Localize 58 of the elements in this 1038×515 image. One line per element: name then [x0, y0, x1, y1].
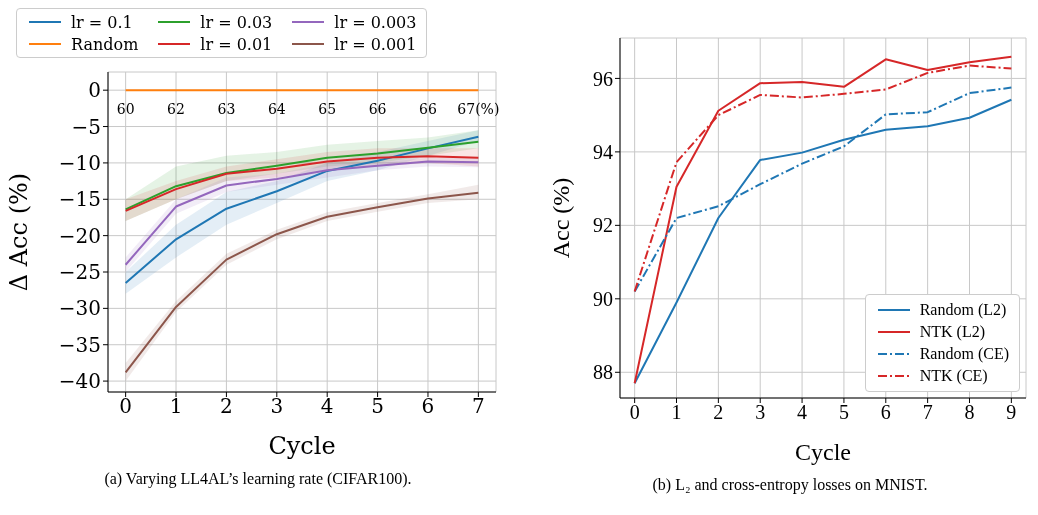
legend-label: Random	[71, 34, 139, 54]
annotation: 60	[116, 101, 135, 118]
y-axis-title: Δ Acc (%)	[4, 172, 33, 292]
x-tick-label: 4	[797, 401, 808, 424]
x-tick-label: 5	[838, 401, 849, 424]
y-tick-label: 88	[593, 361, 613, 384]
y-tick-label: −25	[58, 260, 101, 285]
x-axis-title: Cycle	[795, 439, 851, 465]
x-tick-label: 0	[629, 401, 640, 424]
x-tick-label: 1	[671, 401, 682, 424]
y-tick-label: −30	[58, 296, 101, 321]
y-tick-label: 0	[88, 78, 101, 103]
annotation: 62	[167, 101, 185, 118]
legend-label: Random (L2)	[919, 301, 1007, 319]
annotation: 65	[318, 101, 337, 118]
annotation: 67(%)	[457, 101, 500, 118]
legend-label: lr = 0.03	[200, 12, 273, 32]
y-tick-label: 92	[593, 214, 613, 237]
y-tick-label: −20	[58, 223, 101, 248]
x-tick-label: 3	[270, 394, 284, 419]
y-tick-label: −40	[58, 369, 101, 394]
x-tick-label: 0	[119, 394, 132, 419]
x-tick-label: 6	[880, 401, 891, 424]
legend-label: NTK (L2)	[919, 323, 985, 341]
y-axis-title: Acc (%)	[547, 177, 574, 259]
x-axis-title: Cycle	[268, 432, 336, 460]
y-tick-label: −35	[58, 332, 101, 357]
line-series	[124, 140, 480, 211]
y-tick-label: −15	[58, 187, 101, 212]
annotation: 66	[368, 101, 387, 118]
y-tick-label: −10	[58, 151, 101, 176]
legend-label: Random (CE)	[919, 345, 1009, 363]
x-tick-label: 6	[421, 394, 435, 419]
y-tick-label: 90	[593, 287, 613, 310]
text: (b) L₂ and cross-entropy losses on MNIST.	[652, 476, 928, 493]
x-tick-label: 2	[713, 401, 724, 424]
line-series	[124, 155, 480, 212]
legend-label: lr = 0.1	[71, 12, 133, 32]
y-tick-label: 94	[593, 140, 613, 163]
legend-label: lr = 0.001	[334, 34, 417, 54]
x-tick-label: 3	[755, 401, 766, 424]
x-tick-label: 1	[169, 394, 183, 419]
x-tick-label: 2	[220, 394, 233, 419]
x-tick-label: 5	[371, 394, 384, 419]
x-tick-label: 4	[320, 394, 334, 419]
x-tick-label: 7	[472, 394, 485, 419]
x-tick-label: 7	[922, 401, 933, 424]
x-tick-label: 9	[1006, 401, 1017, 424]
text: (a) Varying LL4AL’s learning rate (CIFAR100).	[104, 470, 412, 487]
legend-label: NTK (CE)	[919, 367, 988, 385]
legend-label: lr = 0.01	[200, 34, 273, 54]
annotation: 64	[267, 101, 286, 118]
x-tick-label: 8	[964, 401, 975, 424]
legend-label: lr = 0.003	[334, 12, 417, 32]
annotation: 66	[419, 101, 437, 118]
y-tick-label: −5	[71, 114, 101, 139]
annotation: 63	[217, 101, 236, 118]
y-tick-label: 96	[593, 67, 613, 90]
